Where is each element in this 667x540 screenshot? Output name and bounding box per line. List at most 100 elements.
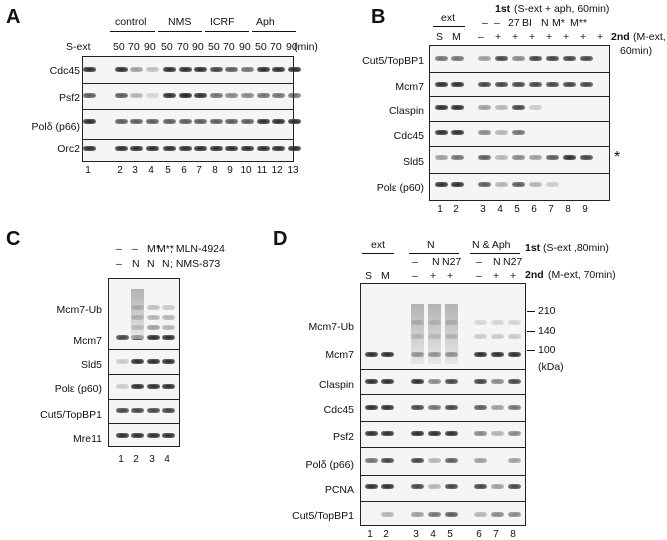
panel-a-band: [210, 119, 223, 124]
panel-a-time-7: 50: [208, 41, 220, 53]
panel-a-band: [210, 146, 223, 151]
panel-a-band: [146, 93, 159, 98]
panel-b-top-4: BI: [522, 17, 532, 29]
panel-d-band: [491, 431, 504, 436]
panel-a-band: [241, 146, 254, 151]
panel-b-plus-1: –: [478, 31, 484, 43]
panel-b-band: [495, 82, 508, 87]
panel-c-row1-4: M**: [157, 243, 174, 255]
panel-d-row-claspin: Claspin: [318, 379, 354, 391]
panel-b-first-desc: (S-ext + aph, 60min): [514, 3, 610, 15]
panel-c-band: [162, 305, 175, 310]
panel-a-band: [115, 146, 128, 151]
panel-d-row-cdc45: Cdc45: [323, 404, 354, 416]
panel-d-band: [491, 379, 504, 384]
panel-a-lane-7: 7: [196, 165, 202, 176]
panel-d-band: [491, 334, 504, 339]
panel-d-band: [428, 431, 441, 436]
panel-c-band: [147, 335, 160, 340]
panel-c-letter: C: [6, 228, 21, 250]
panel-c-row2-label: ; NMS-873: [170, 258, 221, 270]
panel-d-band: [508, 458, 521, 463]
panel-d-ub-smear-2: [428, 304, 441, 364]
panel-d-lane-7: 7: [493, 529, 499, 540]
panel-d-band: [365, 405, 378, 410]
panel-a-band: [288, 146, 301, 151]
panel-d-band: [508, 431, 521, 436]
panel-c-band: [162, 335, 175, 340]
panel-a-band: [83, 146, 96, 151]
panel-b-lane-5: 5: [514, 204, 520, 215]
panel-a-band: [179, 146, 192, 151]
panel-d-second: 2nd: [525, 269, 544, 281]
panel-a-band: [115, 119, 128, 124]
panel-d-lane-6: 6: [476, 529, 482, 540]
panel-c-band: [162, 408, 175, 413]
panel-d-row-pold: Polδ (p66): [305, 459, 354, 471]
panel-a-band: [194, 67, 207, 72]
panel-d-band: [508, 320, 521, 325]
panel-a-time-8: 70: [223, 41, 235, 53]
panel-b-band: [478, 105, 491, 110]
panel-b-lane-2: 2: [453, 204, 459, 215]
panel-a-band: [257, 67, 270, 72]
panel-b-row-cut5: Cut5/TopBP1: [362, 55, 424, 67]
panel-d-band: [381, 352, 394, 357]
panel-d-band: [411, 458, 424, 463]
panel-a-lane-3: 3: [132, 165, 138, 176]
panel-b-row-sld5: Sld5: [402, 156, 424, 168]
panel-c-row-pole: Polε (p60): [54, 383, 102, 395]
panel-a-band: [225, 119, 238, 124]
panel-b-top-5: N: [541, 17, 549, 29]
panel-d-band: [411, 484, 424, 489]
panel-b-band: [512, 130, 525, 135]
panel-a-band: [210, 93, 223, 98]
panel-b-band: [546, 82, 559, 87]
panel-a-group-nms: NMS: [168, 16, 192, 28]
panel-c-band: [131, 384, 144, 389]
panel-c-row-cut5: Cut5/TopBP1: [40, 409, 102, 421]
panel-d-band: [411, 379, 424, 384]
panel-d-band: [381, 431, 394, 436]
panel-b-row-pole: Polε (p60): [376, 182, 424, 194]
panel-a-band: [83, 67, 96, 72]
panel-b-lane-9: 9: [582, 204, 588, 215]
panel-b-band: [435, 182, 448, 187]
panel-a-row-psf2: Psf2: [58, 92, 80, 104]
panel-d-band: [508, 405, 521, 410]
panel-a-band: [257, 119, 270, 124]
panel-a-band: [83, 93, 96, 98]
panel-d-plus-5: +: [493, 270, 500, 282]
panel-b-band: [451, 155, 464, 160]
panel-c-row1-label: ; MLN-4924: [170, 243, 225, 255]
panel-b-plus-6: +: [563, 31, 570, 43]
panel-d-band: [411, 431, 424, 436]
panel-c-row-sld5: Sld5: [80, 359, 102, 371]
panel-a-band: [179, 67, 192, 72]
panel-b-band: [512, 105, 525, 110]
panel-c-row-mcm7: Mcm7: [73, 335, 102, 347]
panel-c-band: [147, 305, 160, 310]
panel-d-band: [508, 334, 521, 339]
panel-b-band: [529, 105, 542, 110]
panel-a-time-2: 70: [128, 41, 140, 53]
panel-b-band: [478, 155, 491, 160]
panel-b-band: [451, 182, 464, 187]
panel-d-row-mcm7: Mcm7: [325, 349, 354, 361]
panel-c-band: [147, 359, 160, 364]
panel-a-band: [179, 119, 192, 124]
panel-b-band: [495, 182, 508, 187]
panel-a-band: [179, 93, 192, 98]
panel-d-band: [365, 379, 378, 384]
panel-d-band: [445, 379, 458, 384]
panel-b-band: [580, 82, 593, 87]
panel-d-band: [508, 484, 521, 489]
panel-d-band: [508, 379, 521, 384]
panel-b-second-desc2: 60min): [620, 45, 653, 57]
panel-b-band: [546, 155, 559, 160]
panel-d-row-cut5: Cut5/TopBP1: [292, 510, 354, 522]
panel-d-lane-2: 2: [383, 529, 389, 540]
panel-c-row2-1: –: [116, 258, 122, 270]
panel-b-band: [451, 56, 464, 61]
panel-a-lane-9: 9: [227, 165, 233, 176]
